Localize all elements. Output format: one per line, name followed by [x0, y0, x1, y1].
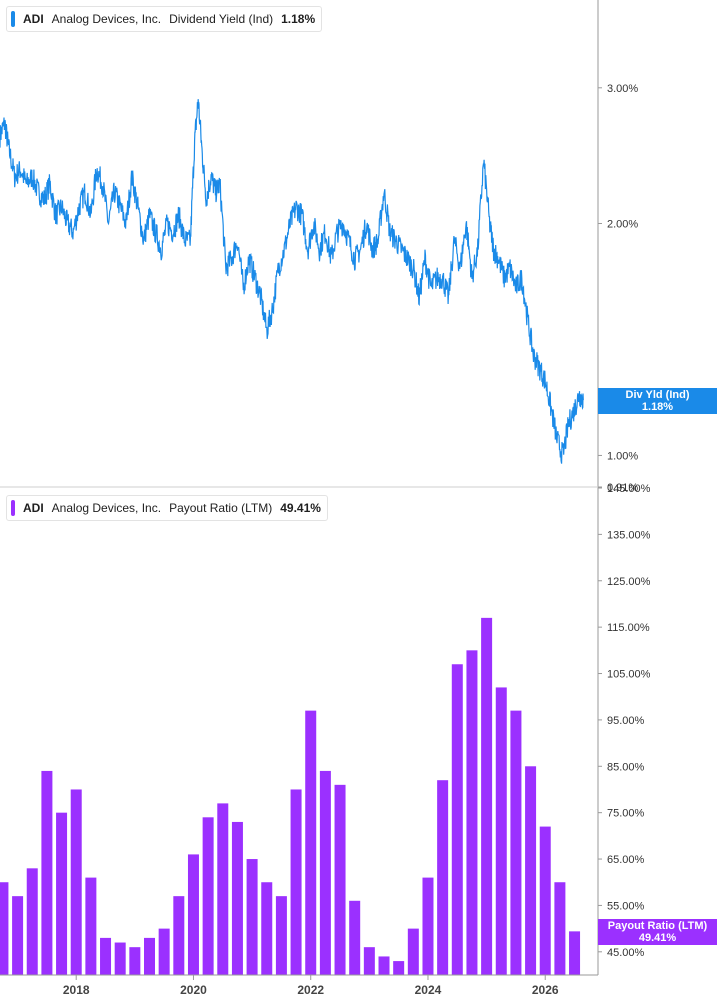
payout-flag-value: 49.41%	[638, 932, 677, 945]
payout-bar	[407, 928, 419, 975]
payout-bar	[12, 896, 24, 975]
payout-legend-ticker: ADI	[23, 501, 44, 515]
x-tick-label: 2020	[180, 983, 207, 997]
payout-y-tick-label: 105.00%	[607, 669, 651, 681]
payout-bar	[41, 770, 53, 975]
payout-bar	[569, 931, 581, 975]
payout-bar	[334, 784, 346, 975]
yield-flag-value: 1.18%	[641, 401, 674, 414]
yield-legend-ticker: ADI	[23, 12, 44, 26]
payout-y-tick-label: 75.00%	[607, 808, 645, 820]
payout-bar	[85, 877, 97, 975]
yield-legend-company: Analog Devices, Inc.	[51, 12, 162, 26]
payout-bar	[481, 617, 493, 975]
payout-y-tick-label: 95.00%	[607, 715, 645, 727]
payout-bar	[202, 817, 214, 975]
payout-bar	[422, 877, 434, 975]
payout-bar	[56, 812, 68, 975]
payout-y-tick-label: 85.00%	[607, 761, 645, 773]
payout-bar	[495, 687, 507, 975]
payout-bar	[525, 766, 537, 975]
yield-flag-label: Div Yld (Ind)	[625, 389, 690, 402]
payout-bar	[349, 900, 361, 975]
payout-bars-layer	[0, 617, 581, 975]
payout-bar	[275, 896, 287, 975]
payout-y-tick-label: 145.00%	[607, 483, 651, 495]
yield-y-tick-label: 0.91%	[607, 482, 638, 494]
x-tick-label: 2018	[63, 983, 90, 997]
yield-value-flag: Div Yld (Ind) 1.18%	[598, 388, 717, 415]
payout-bar	[510, 710, 522, 975]
x-tick-label: 2024	[415, 983, 442, 997]
payout-bar	[466, 650, 478, 975]
payout-bar	[129, 947, 141, 975]
payout-bar	[290, 789, 302, 975]
payout-bar	[158, 928, 170, 975]
payout-bar	[554, 882, 566, 975]
payout-value-flag: Payout Ratio (LTM) 49.41%	[598, 919, 717, 946]
payout-legend[interactable]: ADI Analog Devices, Inc. Payout Ratio (L…	[6, 495, 328, 521]
payout-y-tick-label: 65.00%	[607, 854, 645, 866]
payout-bar	[261, 882, 273, 975]
yield-y-tick-label: 2.00%	[607, 218, 638, 230]
yield-y-tick-label: 1.00%	[607, 450, 638, 462]
x-tick-label: 2022	[297, 983, 324, 997]
payout-bar	[144, 937, 155, 975]
payout-bar	[363, 947, 375, 975]
payout-bar	[393, 961, 405, 975]
x-tick-label: 2026	[532, 983, 559, 997]
payout-bar	[0, 882, 9, 975]
payout-bar	[100, 937, 112, 975]
axis-layer: 3.00% 2.00% 1.00% 0.91%145.00% 135.00% 125.00…	[0, 0, 651, 997]
yield-legend[interactable]: ADI Analog Devices, Inc. Dividend Yield …	[6, 6, 323, 32]
yield-y-tick-label: 3.00%	[607, 83, 638, 95]
payout-bar	[114, 942, 126, 975]
payout-y-tick-label: 115.00%	[607, 622, 650, 634]
payout-y-tick-label: 45.00%	[607, 947, 645, 959]
payout-flag-label: Payout Ratio (LTM)	[607, 920, 708, 933]
payout-bar	[305, 710, 317, 975]
payout-bar	[231, 821, 243, 975]
payout-bar	[187, 854, 199, 975]
payout-bar	[217, 803, 229, 975]
payout-bar	[70, 789, 82, 975]
payout-bar	[378, 956, 390, 975]
payout-legend-metric: Payout Ratio (LTM)	[169, 501, 273, 515]
payout-bar	[246, 859, 258, 975]
payout-bar	[173, 896, 185, 975]
payout-y-tick-label: 125.00%	[607, 576, 651, 588]
yield-legend-swatch	[11, 11, 15, 27]
payout-legend-value: 49.41%	[280, 501, 321, 515]
yield-legend-value: 1.18%	[281, 12, 316, 26]
payout-bar	[437, 780, 449, 975]
payout-y-tick-label: 55.00%	[607, 900, 645, 912]
payout-bar	[26, 868, 38, 975]
yield-line-layer	[0, 99, 584, 464]
yield-legend-metric: Dividend Yield (Ind)	[169, 12, 274, 26]
dividend-yield-line	[0, 99, 584, 464]
payout-bar	[451, 664, 463, 975]
payout-bar	[319, 770, 331, 975]
payout-y-tick-label: 135.00%	[607, 529, 651, 541]
payout-legend-swatch	[11, 500, 15, 516]
payout-bar	[539, 826, 551, 975]
payout-legend-company: Analog Devices, Inc.	[51, 501, 162, 515]
